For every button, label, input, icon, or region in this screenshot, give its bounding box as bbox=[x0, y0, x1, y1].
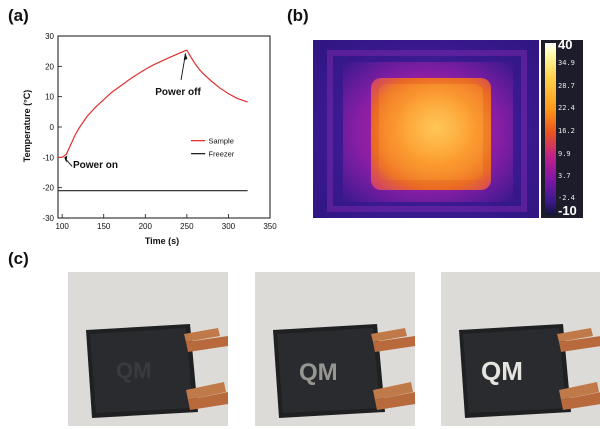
y-tick-label: -30 bbox=[42, 214, 54, 223]
thermal-image bbox=[313, 40, 539, 218]
y-tick-label: 0 bbox=[50, 123, 55, 132]
colorbar-max: 40 bbox=[558, 37, 573, 52]
arrowhead-power-off bbox=[183, 52, 188, 61]
thermal-colorbar: 40 34.9 28.7 22.4 16.2 9.9 3.7 -2.4 -10 bbox=[541, 37, 583, 218]
y-tick-label: 10 bbox=[45, 93, 54, 102]
legend-label-freezer: Freezer bbox=[208, 150, 234, 159]
annotation-power-on: Power on bbox=[73, 160, 118, 171]
colorbar-tick: 16.2 bbox=[558, 127, 575, 135]
y-tick-label: -10 bbox=[42, 153, 54, 162]
colorbar-tick: -2.4 bbox=[558, 194, 575, 202]
y-axis-label: Temperature (°C) bbox=[22, 90, 32, 162]
colorbar-tick: 9.9 bbox=[558, 150, 571, 158]
arrowhead-power-on bbox=[64, 155, 68, 163]
svg-text:QM: QM bbox=[116, 358, 151, 383]
series-line-sample bbox=[58, 49, 248, 158]
x-tick-label: 100 bbox=[55, 222, 69, 231]
photo-device-2: QM bbox=[255, 272, 415, 426]
colorbar-tick: 28.7 bbox=[558, 82, 575, 90]
panel-label-b: (b) bbox=[287, 6, 309, 25]
temperature-chart: 100 150 200 250 300 350 -30 -20 -10 0 10 20 30 Power… bbox=[22, 32, 277, 246]
colorbar-gradient bbox=[545, 43, 556, 215]
panel-label-a: (a) bbox=[8, 6, 29, 25]
annotation-power-off: Power off bbox=[155, 87, 201, 98]
colorbar-tick: 34.9 bbox=[558, 59, 575, 67]
y-tick-label: 20 bbox=[45, 62, 54, 71]
x-axis-label: Time (s) bbox=[145, 236, 179, 246]
colorbar-tick: 3.7 bbox=[558, 172, 571, 180]
x-tick-label: 350 bbox=[263, 222, 277, 231]
x-tick-label: 150 bbox=[97, 222, 111, 231]
panel-label-c: (c) bbox=[8, 249, 29, 268]
svg-text:QM: QM bbox=[299, 359, 338, 386]
x-tick-label: 300 bbox=[222, 222, 236, 231]
y-tick-label: 30 bbox=[45, 32, 54, 41]
colorbar-min: -10 bbox=[558, 203, 577, 218]
x-tick-label: 250 bbox=[180, 222, 194, 231]
photo-device-1: QM bbox=[68, 272, 228, 426]
colorbar-tick: 22.4 bbox=[558, 104, 575, 112]
svg-text:QM: QM bbox=[481, 356, 523, 386]
legend-label-sample: Sample bbox=[208, 137, 233, 146]
y-tick-label: -20 bbox=[42, 184, 54, 193]
x-tick-label: 200 bbox=[139, 222, 153, 231]
photo-device-3: QM bbox=[441, 272, 600, 426]
